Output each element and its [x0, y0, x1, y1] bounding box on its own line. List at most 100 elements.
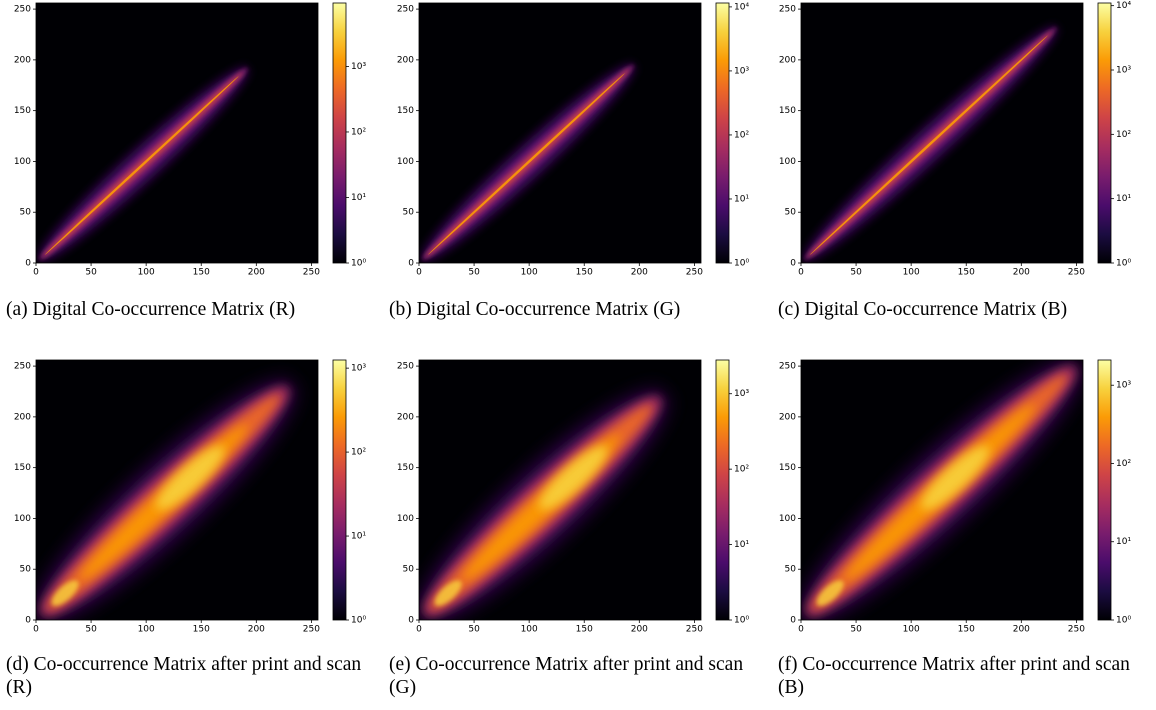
- heatmap-panel: 0 50 100 150 200 250 0 50 100 150 200 250 10⁰ 10¹ 10² 1…: [397, 359, 749, 635]
- colorbar-tick-label: 10³: [351, 364, 366, 374]
- y-tick-label: 100: [779, 514, 796, 524]
- heatmap-panel: 0 50 100 150 200 250 0 50 100 150 200 250 10⁰ 10¹ 10² 1…: [14, 359, 366, 635]
- x-tick-label: 100: [903, 268, 920, 278]
- y-tick-label: 150: [14, 106, 31, 116]
- y-tick-label: 50: [785, 208, 797, 218]
- y-tick-label: 150: [397, 463, 414, 473]
- colorbar-tick-label: 10⁰: [351, 616, 366, 626]
- colorbar-tick-label: 10⁰: [1116, 616, 1131, 626]
- y-tick-label: 250: [779, 5, 796, 15]
- x-tick-label: 50: [468, 625, 480, 635]
- x-tick-label: 200: [248, 268, 265, 278]
- y-tick-label: 250: [14, 362, 31, 372]
- y-tick-label: 150: [397, 106, 414, 116]
- caption: (a) Digital Co-occurrence Matrix (R): [6, 299, 296, 320]
- caption: (f) Co-occurrence Matrix after print and…: [778, 654, 1130, 698]
- y-tick-label: 250: [779, 362, 796, 372]
- plot-frame: [800, 2, 1084, 264]
- heatmap-density: [421, 64, 635, 261]
- colorbar-tick-label: 10¹: [351, 193, 366, 203]
- y-tick-label: 100: [14, 514, 31, 524]
- x-tick-label: 100: [521, 268, 538, 278]
- colorbar-tick-label: 10¹: [1116, 194, 1131, 204]
- plot-frame: [418, 2, 702, 264]
- colorbar-tick-label: 10¹: [734, 540, 749, 550]
- density-band: [51, 580, 79, 606]
- caption: (e) Co-occurrence Matrix after print and…: [389, 654, 744, 698]
- x-tick-label: 250: [686, 625, 703, 635]
- density-band: [434, 580, 462, 606]
- heatmap-density: [38, 67, 249, 261]
- y-tick-label: 0: [790, 616, 796, 626]
- colorbar-tick-label: 10²: [351, 448, 366, 458]
- x-tick-label: 0: [416, 268, 422, 278]
- y-tick-label: 50: [20, 565, 32, 575]
- y-tick-label: 50: [20, 208, 32, 218]
- x-tick-label: 250: [1068, 625, 1085, 635]
- density-band: [921, 446, 990, 510]
- x-tick-label: 250: [303, 268, 320, 278]
- x-tick-label: 200: [1013, 625, 1030, 635]
- colorbar: [715, 2, 730, 264]
- density-band: [816, 580, 844, 606]
- colorbar-tick-label: 10⁰: [1116, 259, 1131, 269]
- y-tick-label: 0: [25, 616, 31, 626]
- y-tick-label: 100: [397, 514, 414, 524]
- density-band: [539, 446, 608, 510]
- colorbar: [715, 359, 730, 621]
- colorbar-tick-label: 10⁰: [734, 259, 749, 269]
- colorbar-tick-label: 10³: [734, 66, 749, 76]
- x-tick-label: 0: [33, 625, 39, 635]
- caption: (d) Co-occurrence Matrix after print and…: [6, 654, 362, 698]
- x-tick-label: 0: [416, 625, 422, 635]
- x-tick-label: 150: [576, 625, 593, 635]
- y-tick-label: 200: [14, 55, 31, 65]
- colorbar-tick-label: 10³: [1116, 381, 1131, 391]
- x-tick-label: 150: [576, 268, 593, 278]
- x-tick-label: 200: [248, 625, 265, 635]
- heatmap-panel: 0 50 100 150 200 250 0 50 100 150 200 250 10⁰ 10¹ 10² 1…: [397, 2, 750, 277]
- x-tick-label: 100: [521, 625, 538, 635]
- x-tick-label: 100: [138, 625, 155, 635]
- x-tick-label: 250: [1068, 268, 1085, 278]
- y-tick-label: 250: [14, 5, 31, 15]
- y-tick-label: 0: [408, 259, 414, 269]
- colorbar-tick-label: 10³: [734, 389, 749, 399]
- x-tick-label: 0: [33, 268, 39, 278]
- colorbar-tick-label: 10²: [734, 130, 749, 140]
- colorbar-tick-label: 10²: [351, 127, 366, 137]
- y-tick-label: 100: [397, 157, 414, 167]
- y-tick-label: 50: [403, 208, 415, 218]
- x-tick-label: 150: [958, 625, 975, 635]
- x-tick-label: 200: [1013, 268, 1030, 278]
- colorbar: [1097, 359, 1112, 621]
- y-tick-label: 200: [14, 412, 31, 422]
- colorbar-tick-label: 10³: [1116, 65, 1131, 75]
- y-tick-label: 200: [397, 412, 414, 422]
- colorbar-tick-label: 10¹: [351, 532, 366, 542]
- x-tick-label: 250: [303, 625, 320, 635]
- y-tick-label: 0: [408, 616, 414, 626]
- y-tick-label: 50: [785, 565, 797, 575]
- caption: (b) Digital Co-occurrence Matrix (G): [389, 299, 681, 320]
- heatmap-density: [419, 391, 666, 620]
- colorbar-tick-label: 10¹: [1116, 537, 1131, 547]
- y-tick-label: 250: [397, 362, 414, 372]
- colorbar-tick-label: 10⁴: [1116, 1, 1131, 11]
- y-tick-label: 250: [397, 5, 414, 15]
- colorbar: [332, 359, 347, 621]
- y-tick-label: 0: [25, 259, 31, 269]
- x-tick-label: 50: [850, 268, 862, 278]
- x-tick-label: 100: [903, 625, 920, 635]
- x-tick-label: 150: [193, 268, 210, 278]
- y-tick-label: 150: [14, 463, 31, 473]
- x-tick-label: 50: [85, 268, 97, 278]
- x-tick-label: 100: [138, 268, 155, 278]
- colorbar-tick-label: 10²: [734, 465, 749, 475]
- colorbar: [332, 2, 347, 264]
- plot-frame: [35, 359, 319, 621]
- density-band: [427, 73, 625, 255]
- colorbar-tick-label: 10⁰: [351, 259, 366, 269]
